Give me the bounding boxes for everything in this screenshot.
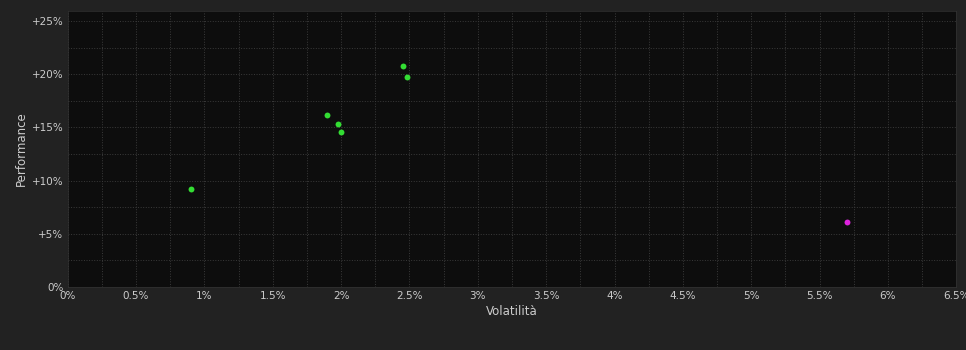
Point [330, 121, 346, 127]
X-axis label: Volatilità: Volatilità [486, 305, 538, 318]
Point [395, 63, 411, 69]
Point [333, 129, 349, 134]
Point [399, 75, 414, 80]
Point [320, 112, 335, 118]
Point [839, 219, 855, 225]
Y-axis label: Performance: Performance [14, 111, 28, 186]
Point [183, 186, 198, 192]
